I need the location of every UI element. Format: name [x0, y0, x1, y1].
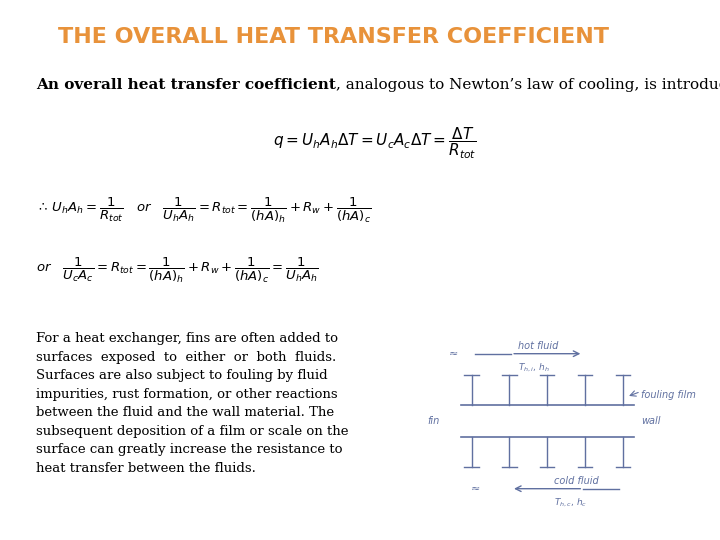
- Text: fouling film: fouling film: [641, 389, 696, 400]
- Text: $T_{h,c}$, $h_c$: $T_{h,c}$, $h_c$: [554, 497, 588, 509]
- Text: ≈: ≈: [449, 349, 459, 359]
- Text: cold fluid: cold fluid: [554, 476, 599, 486]
- Text: hot fluid: hot fluid: [518, 341, 559, 351]
- Text: , analogous to Newton’s law of cooling, is introduced,: , analogous to Newton’s law of cooling, …: [336, 78, 720, 92]
- Text: $T_{h,i}$, $h_h$: $T_{h,i}$, $h_h$: [518, 362, 550, 374]
- Text: For a heat exchanger, fins are often added to
surfaces  exposed  to  either  or : For a heat exchanger, fins are often add…: [36, 332, 348, 475]
- Text: fin: fin: [427, 416, 439, 426]
- Text: wall: wall: [641, 416, 660, 426]
- Text: ≈: ≈: [470, 484, 480, 494]
- Text: $\therefore\, U_h A_h = \dfrac{1}{R_{tot}}\quad or\quad \dfrac{1}{U_h A_h} = R_{: $\therefore\, U_h A_h = \dfrac{1}{R_{tot…: [36, 196, 372, 225]
- Text: $q = U_h A_h \Delta T = U_c A_c \Delta T = \dfrac{\Delta T}{R_{tot}}$: $q = U_h A_h \Delta T = U_c A_c \Delta T…: [273, 125, 476, 161]
- Text: $or\quad \dfrac{1}{U_c A_c} = R_{tot} = \dfrac{1}{(hA)_h} + R_w + \dfrac{1}{(hA): $or\quad \dfrac{1}{U_c A_c} = R_{tot} = …: [36, 255, 319, 285]
- Text: An overall heat transfer coefficient: An overall heat transfer coefficient: [36, 78, 336, 92]
- Text: THE OVERALL HEAT TRANSFER COEFFICIENT: THE OVERALL HEAT TRANSFER COEFFICIENT: [58, 27, 608, 47]
